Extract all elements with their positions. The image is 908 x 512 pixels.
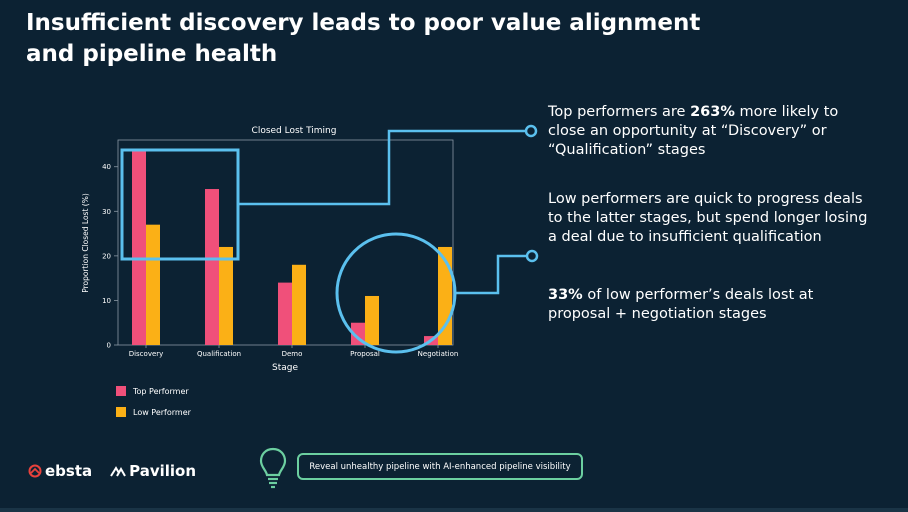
bar-top-performer-discovery — [132, 148, 146, 345]
callout-1-post: more likely to close an opportunity at “… — [548, 104, 839, 158]
y-tick-label: 40 — [102, 163, 111, 171]
slide-title: Insufficient discovery leads to poor val… — [26, 10, 701, 67]
x-tick-label: Negotiation — [418, 350, 459, 358]
legend-label-0: Top Performer — [132, 387, 189, 396]
callout-top-performers: Top performers are 263% more likely to c… — [548, 103, 868, 160]
bar-top-performer-demo — [278, 282, 292, 345]
legend-swatch-0 — [116, 386, 126, 396]
x-axis: Discovery Qualification Demo Proposal Negoti… — [129, 345, 459, 358]
x-tick-label: Demo — [282, 350, 303, 358]
pavilion-logo: Pavilion — [110, 462, 196, 480]
callout-1-bold: 263% — [690, 104, 735, 120]
y-tick-label: 0 — [107, 342, 111, 350]
y-axis-label: Proportion Closed Lost (%) — [81, 193, 90, 293]
bar-low-performer-demo — [292, 264, 306, 345]
chart-title: Closed Lost Timing — [252, 126, 337, 136]
x-axis-label: Stage — [272, 363, 298, 373]
callout-3-post: of low performer’s deals lost at proposa… — [548, 287, 814, 322]
ebsta-mark-icon — [28, 464, 42, 478]
bar-low-performer-qualification — [219, 246, 233, 345]
bottom-bar — [0, 508, 908, 512]
legend-swatch-1 — [116, 407, 126, 417]
connector-line-1 — [238, 129, 525, 206]
bar-low-performer-discovery — [146, 224, 160, 345]
connector-dot-2 — [525, 249, 539, 263]
bar-low-performer-proposal — [365, 295, 379, 345]
callout-3-bold: 33% — [548, 287, 583, 303]
x-tick-label: Proposal — [350, 350, 380, 358]
x-tick-label: Discovery — [129, 350, 164, 358]
y-tick-label: 20 — [102, 252, 111, 260]
ebsta-logo: ebsta — [28, 462, 92, 480]
bar-top-performer-qualification — [205, 189, 219, 345]
callout-late-stage-share: 33% of low performer’s deals lost at pro… — [548, 286, 868, 324]
bars-group — [132, 148, 452, 345]
y-tick-label: 10 — [102, 297, 111, 305]
legend-label-1: Low Performer — [133, 408, 192, 417]
x-tick-label: Qualification — [197, 350, 241, 358]
connector-dot-1 — [524, 124, 538, 138]
y-tick-label: 30 — [102, 208, 111, 216]
y-axis: 0 10 20 30 40 — [102, 163, 118, 350]
pavilion-mark-icon — [110, 466, 127, 477]
lightbulb-icon — [259, 447, 287, 489]
ebsta-logo-text: ebsta — [45, 462, 93, 480]
connector-line-2 — [455, 254, 526, 295]
legend: Top Performer Low Performer — [116, 386, 192, 417]
callout-1-pre: Top performers are — [548, 104, 691, 120]
pavilion-logo-text: Pavilion — [129, 462, 197, 480]
callout-low-performers: Low performers are quick to progress dea… — [548, 191, 868, 245]
footer-logos: ebsta Pavilion — [28, 462, 196, 480]
tip-box: Reveal unhealthy pipeline with AI-enhanc… — [297, 453, 583, 480]
highlight-circle-late-stages — [335, 232, 457, 354]
